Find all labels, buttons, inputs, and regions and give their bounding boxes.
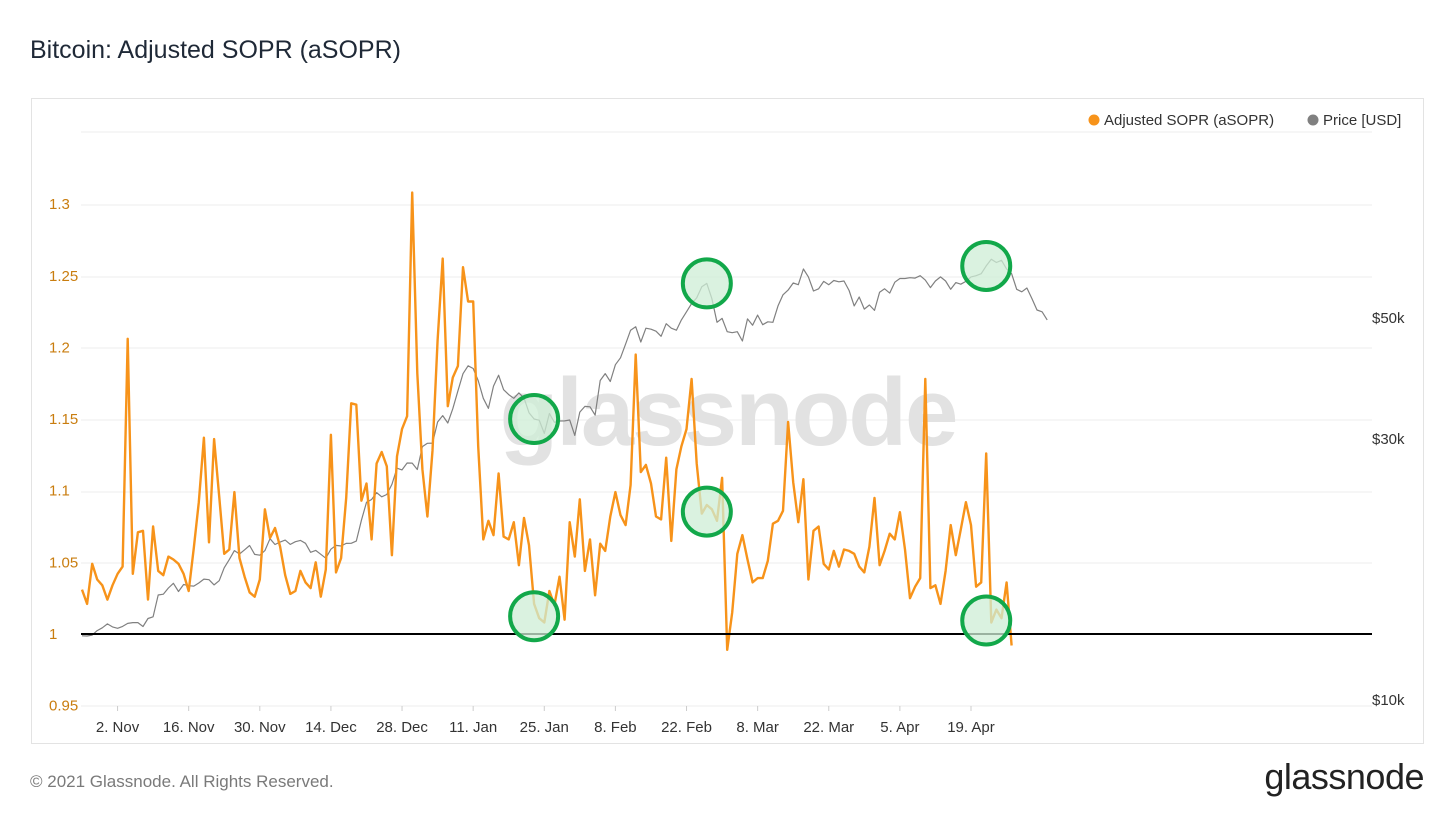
y-right-tick-label: $30k: [1372, 431, 1405, 448]
chart-title: Bitcoin: Adjusted SOPR (aSOPR): [30, 36, 401, 64]
y-left-tick-label: 1: [49, 626, 57, 643]
legend-swatch-asopr: [1088, 114, 1100, 126]
highlight-circle: [960, 594, 1013, 647]
x-tick-label: 28. Dec: [376, 719, 428, 736]
y-axis-left: 0.95 1 1.05 1.1 1.15 1.2 1.25 1.3: [49, 196, 78, 715]
x-tick-label: 8. Mar: [736, 719, 779, 736]
grid-lines: [81, 131, 1372, 707]
price-line: [81, 258, 1048, 637]
x-tick-label: 14. Dec: [305, 719, 357, 736]
highlight-circle: [680, 485, 733, 538]
legend-item-price[interactable]: Price [USD]: [1307, 112, 1402, 129]
x-tick-label: 22. Feb: [661, 719, 712, 736]
y-right-tick-label: $10k: [1372, 692, 1405, 709]
price-series: [81, 258, 1048, 637]
x-tick-label: 16. Nov: [163, 719, 215, 736]
highlight-circles: [508, 239, 1013, 647]
x-axis: 2. Nov 16. Nov 30. Nov 14. Dec 28. Dec 11. Ja…: [96, 706, 995, 736]
x-tick-label: 11. Jan: [449, 719, 497, 736]
y-left-tick-label: 1.3: [49, 196, 70, 213]
highlight-circle: [508, 590, 561, 643]
highlight-circle: [508, 393, 561, 446]
legend-label-price: Price [USD]: [1323, 112, 1401, 129]
x-tick-label: 25. Jan: [520, 719, 569, 736]
highlight-circle: [960, 239, 1013, 292]
legend[interactable]: Adjusted SOPR (aSOPR) Price [USD]: [1088, 112, 1402, 129]
x-tick-label: 5. Apr: [880, 719, 919, 736]
y-axis-right: $10k $30k $50k: [1372, 310, 1405, 709]
y-left-tick-label: 1.05: [49, 554, 78, 571]
highlight-circle: [680, 257, 733, 310]
y-left-tick-label: 1.1: [49, 483, 70, 500]
x-tick-label: 19. Apr: [947, 719, 995, 736]
glassnode-logo[interactable]: glassnode: [1264, 756, 1424, 797]
watermark: glassnode: [500, 359, 957, 466]
legend-swatch-price: [1307, 114, 1319, 126]
x-tick-label: 8. Feb: [594, 719, 637, 736]
y-right-tick-label: $50k: [1372, 310, 1405, 327]
chart-frame: [31, 98, 1424, 744]
y-left-tick-label: 1.2: [49, 339, 70, 356]
y-left-tick-label: 0.95: [49, 698, 78, 715]
legend-label-asopr: Adjusted SOPR (aSOPR): [1104, 112, 1274, 129]
x-tick-label: 22. Mar: [803, 719, 854, 736]
x-tick-label: 30. Nov: [234, 719, 286, 736]
x-tick-label: 2. Nov: [96, 719, 140, 736]
footer-copyright: © 2021 Glassnode. All Rights Reserved.: [30, 772, 334, 791]
y-left-tick-label: 1.15: [49, 411, 78, 428]
legend-item-asopr[interactable]: Adjusted SOPR (aSOPR): [1088, 112, 1275, 129]
y-left-tick-label: 1.25: [49, 268, 78, 285]
